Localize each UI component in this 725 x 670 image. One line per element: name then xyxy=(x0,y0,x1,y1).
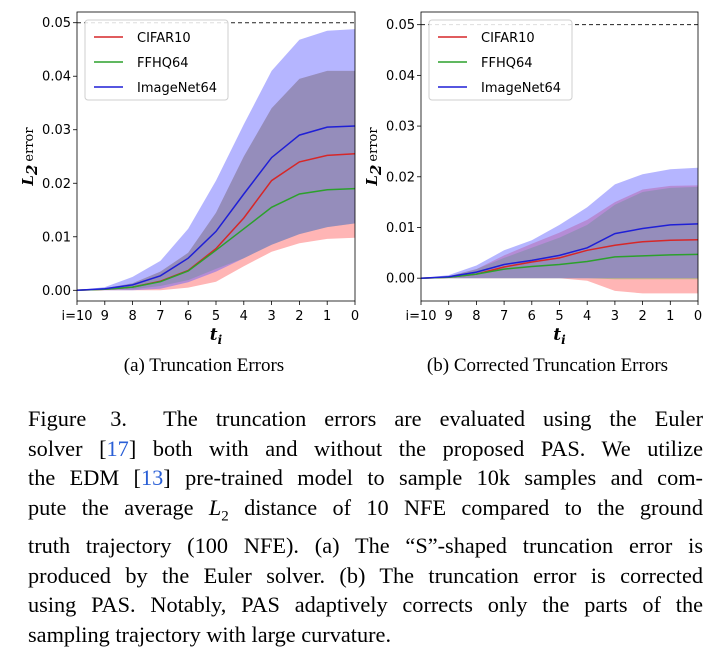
y-axis-label-text-pa: error xyxy=(22,127,37,162)
y-axis-label-l-pa: L xyxy=(19,175,37,187)
y-axis-label-l-pb: L xyxy=(363,175,381,187)
figure-3: 0.00 0.01 0.02 0.03 0.04 0.05 i=10 9 8 7 6 5 4 3 2 1 0 ti… xyxy=(19,11,702,376)
caption-text-5: truth trajectory (100 NFE). (a) The “S”-… xyxy=(28,533,703,559)
y-tick-label-pb: 0.05 xyxy=(386,18,415,33)
legend-label-imagenet64-pa: ImageNet64 xyxy=(137,81,217,96)
y-tick-label-pa: 0.04 xyxy=(42,70,71,85)
x-tick-label-pa: 4 xyxy=(240,309,248,324)
y-axis-label-sub-pb: 2 xyxy=(367,165,385,176)
line-ffhq64-pb xyxy=(420,253,699,279)
x-axis-label-sub-pb: i xyxy=(561,333,566,347)
legend-box-pa xyxy=(84,19,229,101)
caption-text-3b: ] pre-trained model to sample 10k sample… xyxy=(163,465,703,490)
x-tick-label-pa: 1 xyxy=(323,309,331,324)
x-tick-label-pa: 7 xyxy=(156,309,164,324)
line-imagenet64-pa xyxy=(76,125,356,292)
band-imagenet64-pb xyxy=(421,167,698,279)
legend-pa: CIFAR10 FFHQ64 ImageNet64 xyxy=(84,19,229,101)
y-tick-label-pa: 0.05 xyxy=(42,16,71,31)
caption-math-sub: 2 xyxy=(221,507,229,524)
x-tick-label-pb: 2 xyxy=(638,309,646,324)
x-tick-label-pa: 5 xyxy=(212,309,220,324)
legend-pb: CIFAR10 FFHQ64 ImageNet64 xyxy=(428,19,573,101)
x-tick-label-pa: 0 xyxy=(351,309,359,324)
figure-caption: Figure 3. The truncation errors are eval… xyxy=(28,404,703,649)
y-tick-label-pa: 0.01 xyxy=(42,230,71,245)
x-tick-label-pa: 2 xyxy=(295,309,303,324)
x-axis-label-pa: ti xyxy=(210,325,223,347)
panel-b-corrected-truncation-errors: 0.00 0.01 0.02 0.03 0.04 0.05 i=10 9 8 7 6 5 4 3 2 1 0 ti… xyxy=(363,11,702,376)
caption-text-8: sampling trajectory with large curvature… xyxy=(28,621,392,647)
caption-text-1: The truncation errors are evaluated usin… xyxy=(163,406,704,431)
caption-label: Figure 3. xyxy=(28,406,127,431)
citation-13-link[interactable]: 13 xyxy=(140,465,164,490)
y-tick-label-pb: 0.02 xyxy=(386,170,415,185)
y-axis-label-pb: L2 error xyxy=(363,127,385,187)
x-tick-label-pb: 7 xyxy=(500,309,508,324)
y-tick-label-pa: 0.03 xyxy=(42,123,71,138)
caption-text-2b: ] both with and without the proposed PAS… xyxy=(128,435,703,461)
caption-text-6: produced by the Euler solver. (b) The tr… xyxy=(28,562,703,588)
y-tick-label-pa: 0.00 xyxy=(42,284,71,299)
x-axis-label-sub-pa: i xyxy=(218,333,223,347)
line-imagenet64-pb xyxy=(420,223,699,279)
x-tick-label-pa: 6 xyxy=(184,309,192,324)
caption-text-3a: the EDM [ xyxy=(28,465,141,490)
x-tick-label-pb: 9 xyxy=(445,309,453,324)
x-tick-label-pb: 0 xyxy=(694,309,702,324)
x-tick-label-pb: 1 xyxy=(666,309,674,324)
band-ffhq64-pa xyxy=(77,70,355,291)
caption-text-4b: distance of 10 NFE compared to the groun… xyxy=(228,494,703,520)
legend-label-cifar10-pb: CIFAR10 xyxy=(481,31,535,46)
legend-label-imagenet64-pb: ImageNet64 xyxy=(481,81,561,96)
caption-text-7: using PAS. Notably, PAS adaptively corre… xyxy=(28,592,703,618)
x-tick-label-pb: 6 xyxy=(528,309,536,324)
x-tick-label-pa: 8 xyxy=(128,309,136,324)
y-tick-label-pb: 0.01 xyxy=(386,221,415,236)
x-tick-label-pb: 3 xyxy=(611,309,619,324)
band-imagenet64-pa xyxy=(77,29,355,291)
caption-text-4a: pute the average xyxy=(28,494,209,520)
legend-box-pb xyxy=(428,19,573,101)
panel-a-truncation-errors: 0.00 0.01 0.02 0.03 0.04 0.05 i=10 9 8 7 6 5 4 3 2 1 0 ti… xyxy=(19,11,359,376)
caption-text-2a: solver [ xyxy=(28,435,107,461)
x-axis-label-pb: ti xyxy=(553,325,566,347)
x-tick-label-pb: 4 xyxy=(583,309,591,324)
y-axis-label-text-pb: error xyxy=(366,127,381,162)
y-tick-label-pb: 0.00 xyxy=(386,272,415,287)
subtitle-pa: (a) Truncation Errors xyxy=(124,355,284,376)
line-ffhq64-pa xyxy=(76,187,356,292)
x-tick-label-pb: 8 xyxy=(472,309,480,324)
legend-label-ffhq64-pb: FFHQ64 xyxy=(481,56,533,71)
legend-label-ffhq64-pa: FFHQ64 xyxy=(137,56,189,71)
y-axis-label-pa: L2 error xyxy=(19,127,41,187)
subtitle-pb: (b) Corrected Truncation Errors xyxy=(427,355,668,376)
x-tick-label-pb: i=10 xyxy=(405,309,436,324)
y-tick-label-pb: 0.04 xyxy=(386,69,415,84)
citation-17-link[interactable]: 17 xyxy=(106,435,129,461)
legend-label-cifar10-pa: CIFAR10 xyxy=(137,31,191,46)
x-tick-label-pa: 3 xyxy=(267,309,275,324)
x-tick-label-pa: 9 xyxy=(101,309,109,324)
y-tick-label-pa: 0.02 xyxy=(42,177,71,192)
y-tick-label-pb: 0.03 xyxy=(386,120,415,135)
band-cifar10-pa xyxy=(77,70,355,291)
x-tick-label-pb: 5 xyxy=(555,309,563,324)
y-axis-label-sub-pa: 2 xyxy=(23,165,41,176)
caption-math-l: L xyxy=(208,494,222,520)
x-tick-label-pa: i=10 xyxy=(61,309,92,324)
band-cifar10-pb xyxy=(421,185,698,294)
